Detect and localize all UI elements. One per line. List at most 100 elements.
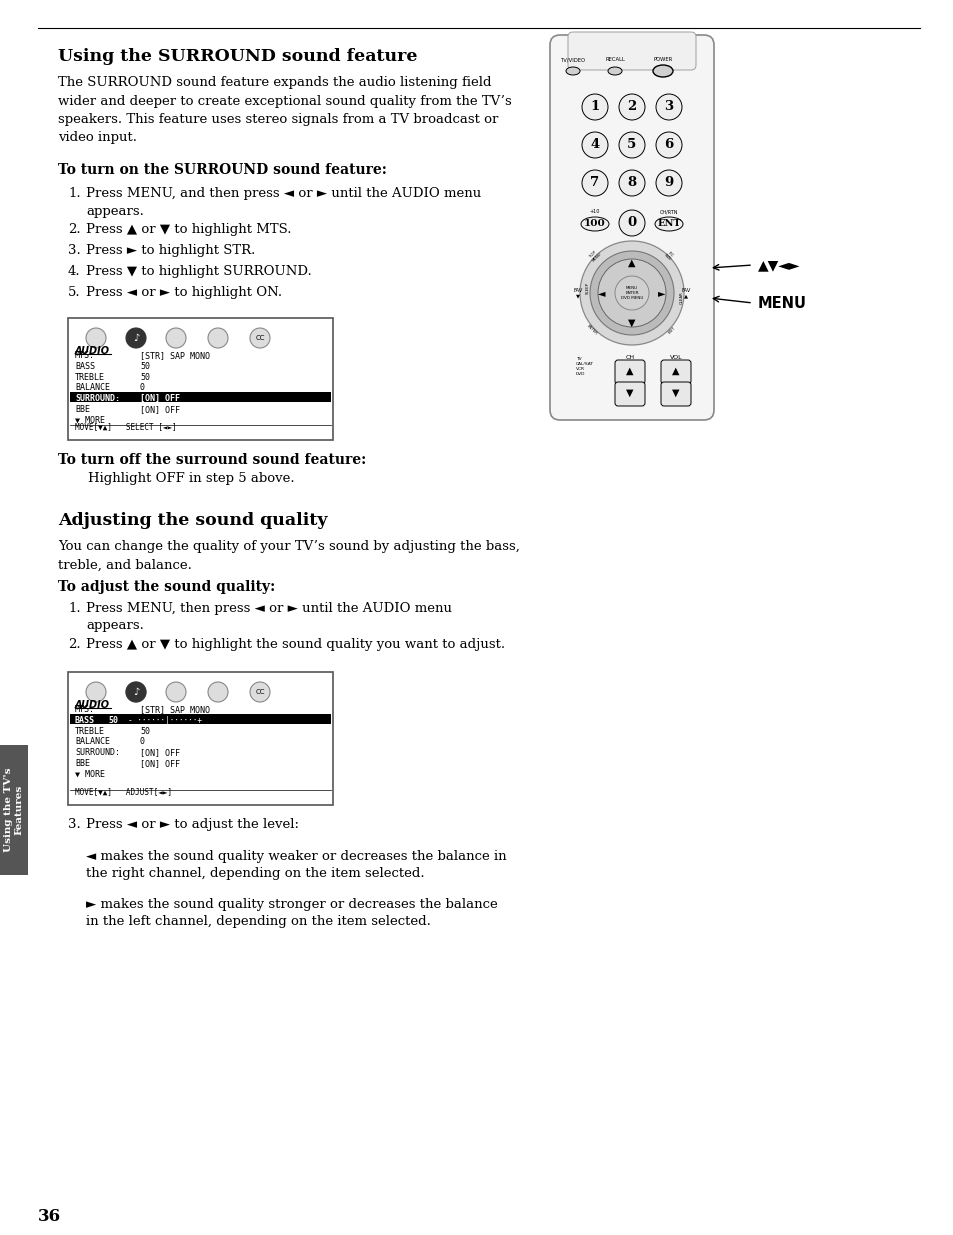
Circle shape — [579, 241, 683, 345]
Text: 50: 50 — [108, 716, 118, 725]
Circle shape — [208, 329, 228, 348]
Text: 50: 50 — [140, 362, 150, 370]
Text: BASS: BASS — [75, 716, 95, 725]
Text: 2: 2 — [627, 100, 636, 112]
Text: MTS:: MTS: — [75, 351, 95, 359]
Text: [STR] SAP MONO: [STR] SAP MONO — [140, 351, 210, 359]
Text: ▲: ▲ — [628, 258, 635, 268]
Text: AUDIO: AUDIO — [75, 700, 110, 710]
Text: FAV
▲: FAV ▲ — [680, 288, 690, 299]
Circle shape — [126, 682, 146, 701]
Text: MTS:: MTS: — [75, 705, 95, 714]
Text: CC: CC — [255, 335, 265, 341]
Text: Highlight OFF in step 5 above.: Highlight OFF in step 5 above. — [88, 472, 294, 485]
Ellipse shape — [655, 217, 682, 231]
Text: Press MENU, and then press ◄ or ► until the AUDIO menu
appears.: Press MENU, and then press ◄ or ► until … — [86, 186, 480, 217]
Text: 0: 0 — [140, 383, 145, 393]
Circle shape — [615, 275, 648, 310]
Circle shape — [581, 94, 607, 120]
Text: Using the SURROUND sound feature: Using the SURROUND sound feature — [58, 48, 417, 65]
Circle shape — [618, 210, 644, 236]
Text: 2.: 2. — [68, 638, 81, 651]
Text: TV
CAL/SAT
VCR
DVD: TV CAL/SAT VCR DVD — [576, 357, 594, 375]
Text: FAV
▼: FAV ▼ — [573, 288, 582, 299]
Circle shape — [618, 94, 644, 120]
Circle shape — [86, 682, 106, 701]
Bar — [70, 393, 331, 403]
Ellipse shape — [607, 67, 621, 75]
Circle shape — [250, 682, 270, 701]
Text: BALANCE: BALANCE — [75, 383, 110, 393]
Text: Press MENU, then press ◄ or ► until the AUDIO menu
appears.: Press MENU, then press ◄ or ► until the … — [86, 601, 452, 632]
Text: MOVE[▼▲]   SELECT [◄►]: MOVE[▼▲] SELECT [◄►] — [75, 422, 176, 431]
Text: 0: 0 — [140, 737, 145, 746]
Circle shape — [581, 170, 607, 196]
Text: ▼ MORE: ▼ MORE — [75, 769, 105, 779]
Text: CLEAR: CLEAR — [679, 291, 683, 304]
Text: BBE: BBE — [75, 405, 90, 414]
Ellipse shape — [565, 67, 579, 75]
Text: MENU
ENTER
DVD MENU: MENU ENTER DVD MENU — [620, 287, 642, 300]
Text: ▲: ▲ — [625, 366, 633, 375]
Circle shape — [656, 132, 681, 158]
Text: 4: 4 — [590, 137, 599, 151]
Text: 9: 9 — [663, 175, 673, 189]
Circle shape — [166, 329, 186, 348]
Ellipse shape — [652, 65, 672, 77]
FancyBboxPatch shape — [615, 382, 644, 406]
Text: 5: 5 — [627, 137, 636, 151]
Text: 36: 36 — [38, 1208, 61, 1225]
Text: Adjusting the sound quality: Adjusting the sound quality — [58, 513, 327, 529]
Text: 3: 3 — [663, 100, 673, 112]
Circle shape — [250, 329, 270, 348]
Text: POWER: POWER — [653, 57, 672, 62]
Text: Press ◄ or ► to highlight ON.: Press ◄ or ► to highlight ON. — [86, 287, 282, 299]
Text: ◄: ◄ — [598, 288, 605, 298]
Text: Press ▼ to highlight SURROUND.: Press ▼ to highlight SURROUND. — [86, 266, 312, 278]
Text: 5.: 5. — [68, 287, 81, 299]
Text: 1.: 1. — [68, 186, 81, 200]
Ellipse shape — [580, 217, 608, 231]
Text: ▼ MORE: ▼ MORE — [75, 416, 105, 425]
Text: Press ► to highlight STR.: Press ► to highlight STR. — [86, 245, 255, 257]
Text: To turn off the surround sound feature:: To turn off the surround sound feature: — [58, 453, 366, 467]
Circle shape — [166, 682, 186, 701]
Text: SURROUND:: SURROUND: — [75, 394, 120, 403]
Text: 1.: 1. — [68, 601, 81, 615]
Text: CH/RTN: CH/RTN — [659, 209, 678, 214]
Text: ▼: ▼ — [628, 317, 635, 329]
Text: CH: CH — [625, 354, 634, 359]
Text: SLEEP: SLEEP — [585, 282, 589, 294]
Text: Press ◄ or ► to adjust the level:: Press ◄ or ► to adjust the level: — [86, 818, 298, 831]
FancyBboxPatch shape — [615, 359, 644, 384]
Text: EXIT: EXIT — [667, 326, 676, 335]
Text: 50: 50 — [140, 373, 150, 382]
Text: 7: 7 — [590, 175, 598, 189]
Text: ▼: ▼ — [625, 388, 633, 398]
Circle shape — [86, 329, 106, 348]
Text: ▲: ▲ — [672, 366, 679, 375]
Text: MOVE[▼▲]   ADJUST[◄►]: MOVE[▼▲] ADJUST[◄►] — [75, 787, 172, 797]
Text: 1: 1 — [590, 100, 599, 112]
Text: BBE: BBE — [75, 760, 90, 768]
Text: ENTER: ENTER — [585, 324, 598, 336]
Text: [STR] SAP MONO: [STR] SAP MONO — [140, 705, 210, 714]
Text: TREBLE: TREBLE — [75, 726, 105, 736]
FancyBboxPatch shape — [660, 359, 690, 384]
Text: ENT: ENT — [657, 219, 680, 227]
Text: [ON] OFF: [ON] OFF — [140, 760, 180, 768]
Text: Press ▲ or ▼ to highlight the sound quality you want to adjust.: Press ▲ or ▼ to highlight the sound qual… — [86, 638, 504, 651]
FancyBboxPatch shape — [550, 35, 713, 420]
Text: VOL: VOL — [669, 354, 681, 359]
Text: [ON] OFF: [ON] OFF — [140, 748, 180, 757]
Text: Press ▲ or ▼ to highlight MTS.: Press ▲ or ▼ to highlight MTS. — [86, 224, 292, 236]
Text: PIC
SIZE: PIC SIZE — [662, 249, 675, 262]
Text: TREBLE: TREBLE — [75, 373, 105, 382]
Text: CC: CC — [255, 689, 265, 695]
Text: ◄ makes the sound quality weaker or decreases the balance in
the right channel, : ◄ makes the sound quality weaker or decr… — [86, 850, 506, 881]
Text: 6: 6 — [663, 137, 673, 151]
Bar — [68, 672, 333, 805]
FancyBboxPatch shape — [660, 382, 690, 406]
Text: ▲▼◄►: ▲▼◄► — [758, 258, 800, 272]
Text: +10: +10 — [589, 209, 599, 214]
